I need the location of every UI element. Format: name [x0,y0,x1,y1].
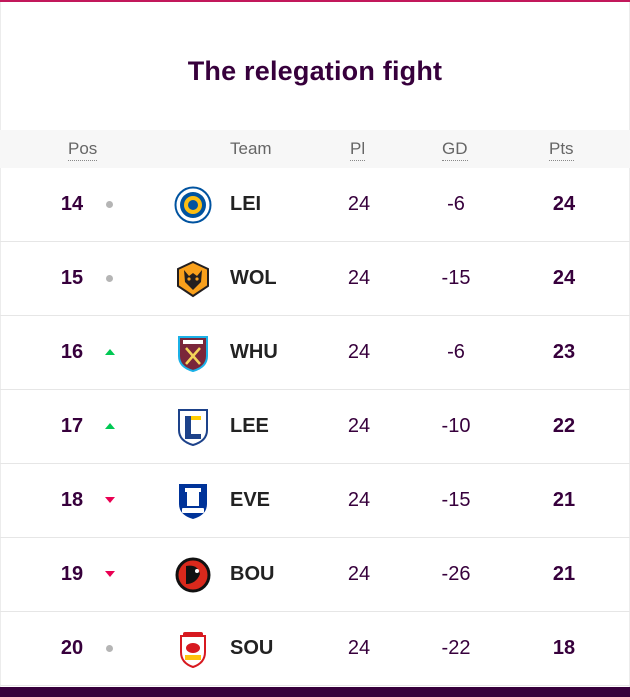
leicester-badge-icon [174,186,212,224]
header-pos: Pos [68,139,98,161]
movement-indicator [100,464,120,537]
southampton-badge-icon [180,632,206,668]
west-ham-badge-icon [178,336,208,372]
points: 21 [552,563,576,585]
points: 21 [552,489,576,511]
played: 24 [347,267,371,289]
bournemouth-badge-icon [175,557,211,593]
team-name[interactable]: LEI [230,193,262,215]
no-change-icon [106,201,113,208]
table-header: Pos Team Pl GD Pts [0,130,630,168]
header-pl: Pl [350,139,366,161]
header-gd: GD [442,139,468,161]
movement-indicator [100,242,120,315]
movement-indicator [100,390,120,463]
bottom-accent-bar [0,687,630,697]
position: 17 [60,415,84,437]
team-name[interactable]: WOL [230,267,277,289]
arrow-down-icon [105,571,115,577]
points: 24 [552,193,576,215]
movement-indicator [100,612,120,685]
position: 14 [60,193,84,215]
played: 24 [347,563,371,585]
no-change-icon [106,645,113,652]
table-row[interactable]: 18 EVE 24 -15 21 [0,464,630,538]
table-row[interactable]: 15 WOL 24 -15 24 [0,242,630,316]
no-change-icon [106,275,113,282]
points: 23 [552,341,576,363]
team-name[interactable]: BOU [230,563,275,585]
team-name[interactable]: EVE [230,489,271,511]
table-row[interactable]: 20 SOU 24 -22 18 [0,612,630,686]
team-name[interactable]: SOU [230,637,274,659]
table-row[interactable]: 19 BOU 24 -26 21 [0,538,630,612]
position: 18 [60,489,84,511]
team-name[interactable]: WHU [230,341,278,363]
top-accent-line [0,0,630,2]
movement-indicator [100,316,120,389]
played: 24 [347,341,371,363]
position: 16 [60,341,84,363]
goal-difference: -15 [441,267,471,289]
goal-difference: -6 [447,341,465,363]
everton-badge-icon [179,484,207,519]
page-title: The relegation fight [187,56,443,86]
goal-difference: -22 [441,637,471,659]
movement-indicator [100,538,120,611]
table-row[interactable]: 16 WHU 24 -6 23 [0,316,630,390]
leeds-badge-icon [178,409,208,446]
played: 24 [347,489,371,511]
points: 18 [552,637,576,659]
goal-difference: -26 [441,563,471,585]
position: 15 [60,267,84,289]
played: 24 [347,193,371,215]
movement-indicator [100,168,120,241]
table-row[interactable]: 14 LEI 24 -6 24 [0,168,630,242]
played: 24 [347,415,371,437]
position: 19 [60,563,84,585]
header-pts: Pts [549,139,574,161]
arrow-down-icon [105,497,115,503]
points: 22 [552,415,576,437]
goal-difference: -15 [441,489,471,511]
table-row[interactable]: 17 LEE 24 -10 22 [0,390,630,464]
points: 24 [552,267,576,289]
team-name[interactable]: LEE [230,415,269,437]
arrow-up-icon [105,423,115,429]
position: 20 [60,637,84,659]
goal-difference: -6 [447,193,465,215]
arrow-up-icon [105,349,115,355]
goal-difference: -10 [441,415,471,437]
wolves-badge-icon [177,260,209,298]
header-team: Team [230,139,272,158]
played: 24 [347,637,371,659]
